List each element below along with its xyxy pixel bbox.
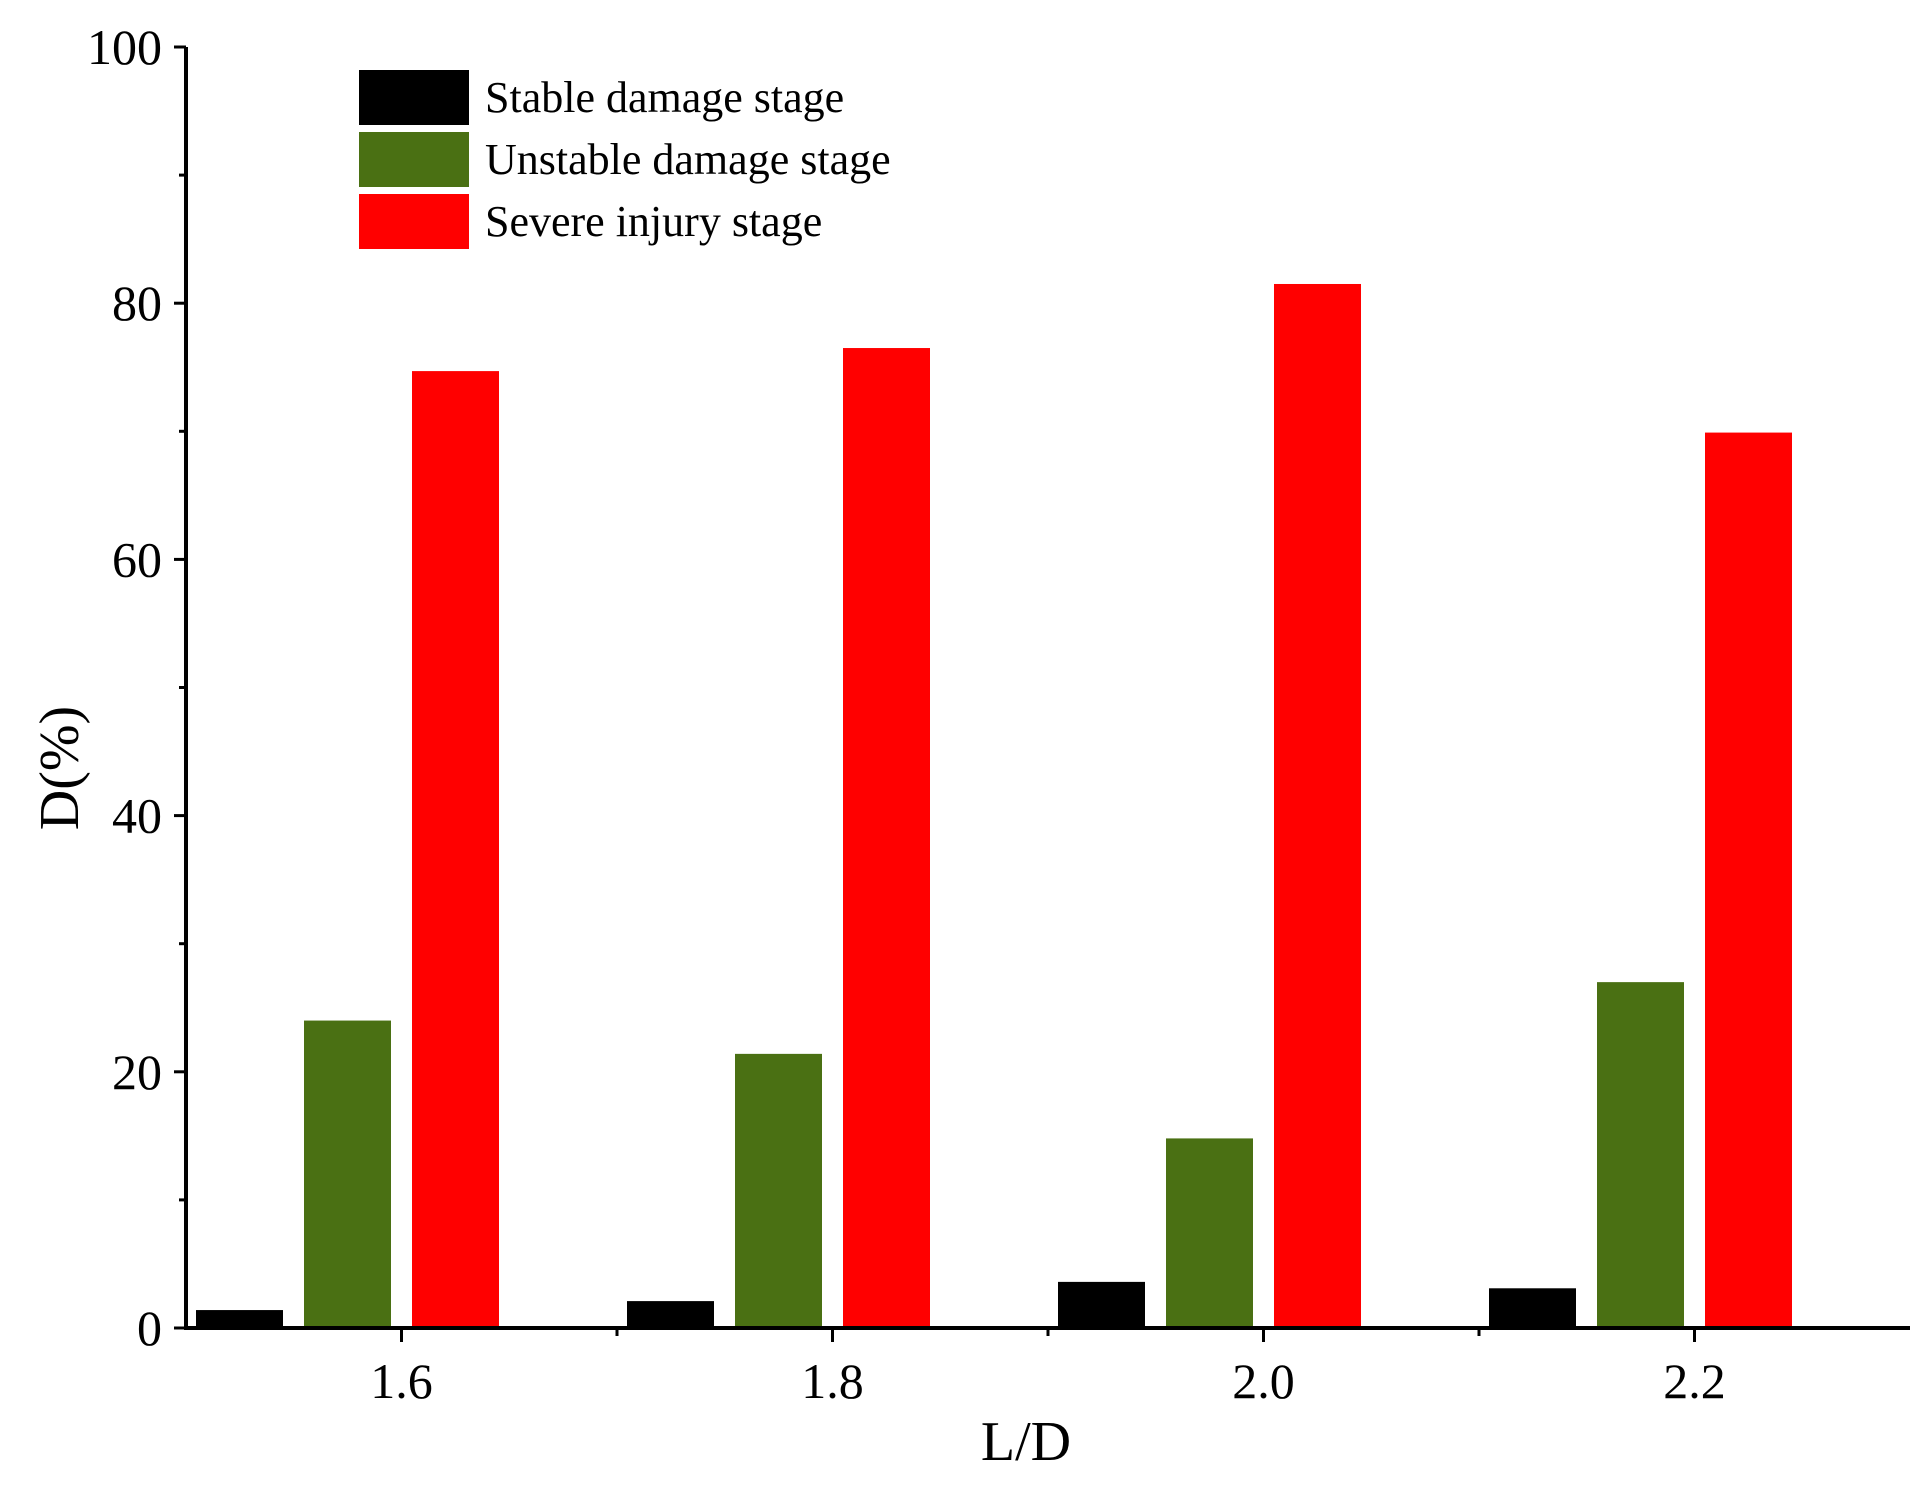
x-axis-label: L/D <box>981 1411 1071 1473</box>
x-tick-label: 1.6 <box>370 1353 433 1409</box>
bar-2-3 <box>1166 1138 1253 1328</box>
bar-1-1 <box>196 1310 283 1328</box>
x-ticks: 1.6 1.8 2.0 2.2 <box>370 1328 1726 1409</box>
bar-3-1 <box>412 371 499 1328</box>
legend-swatch-3 <box>359 194 469 249</box>
y-tick-label: 80 <box>112 275 162 331</box>
bar-1-3 <box>1058 1281 1145 1328</box>
bar-2-1 <box>304 1020 391 1328</box>
y-tick-label: 40 <box>112 788 162 844</box>
legend-label-2: Unstable damage stage <box>485 135 891 184</box>
legend-label-3: Severe injury stage <box>485 197 822 246</box>
x-tick-label: 2.0 <box>1232 1353 1295 1409</box>
y-ticks: 0 20 40 60 80 100 <box>87 19 186 1356</box>
bar-2-4 <box>1597 982 1684 1328</box>
y-axis-label: D(%) <box>29 706 91 830</box>
bar-3-2 <box>843 348 930 1328</box>
legend-swatch-1 <box>359 70 469 125</box>
bar-3-3 <box>1274 283 1361 1328</box>
y-tick-label: 60 <box>112 531 162 587</box>
y-tick-label: 0 <box>137 1300 162 1356</box>
y-tick-label: 20 <box>112 1044 162 1100</box>
legend-swatch-2 <box>359 132 469 187</box>
legend: Stable damage stage Unstable damage stage… <box>359 70 891 249</box>
bar-3-4 <box>1705 432 1792 1328</box>
bars-layer <box>196 283 1792 1328</box>
bar-1-2 <box>627 1301 714 1328</box>
legend-label-1: Stable damage stage <box>485 73 844 122</box>
x-tick-label: 1.8 <box>801 1353 864 1409</box>
y-tick-label: 100 <box>87 19 162 75</box>
bar-2-2 <box>735 1053 822 1328</box>
bar-1-4 <box>1489 1288 1576 1328</box>
x-tick-label: 2.2 <box>1663 1353 1726 1409</box>
